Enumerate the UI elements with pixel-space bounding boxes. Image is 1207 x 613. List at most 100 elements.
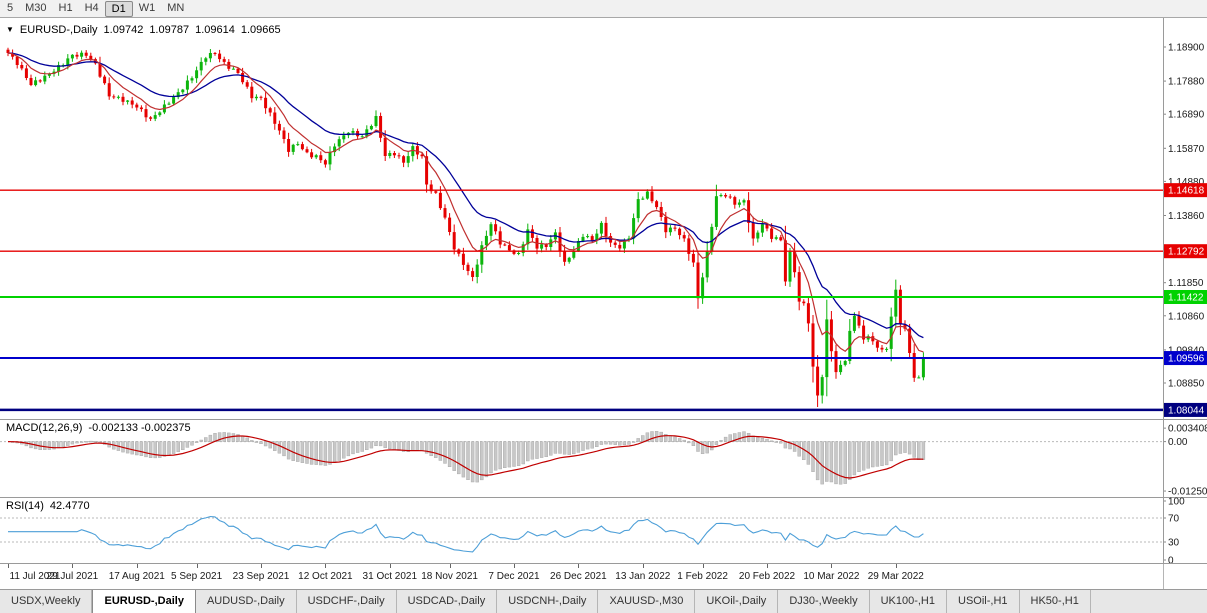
chart-tab-usoil-h1[interactable]: USOil-,H1 — [947, 590, 1020, 613]
ma-fast-line — [7, 52, 924, 353]
date-tick — [642, 564, 644, 568]
price-axis: 1.18900 1.17880 1.16890 1.15870 1.14880 1.138… — [1163, 42, 1205, 389]
date-label: 11 Jul 2021 — [9, 571, 61, 582]
macd-histogram — [10, 430, 926, 485]
date-tick — [136, 564, 138, 568]
date-tick — [702, 564, 704, 568]
chart-symbol-label: ▼ EURUSD-,Daily 1.09742 1.09787 1.09614 1.096… — [6, 24, 287, 36]
timeframe-toolbar: 5 M30 H1 H4 D1 W1 MN — [0, 0, 1207, 18]
candlestick-series — [6, 47, 925, 407]
macd-name: MACD(12,26,9) — [6, 422, 83, 434]
chart-tab-uk100-h1[interactable]: UK100-,H1 — [870, 590, 947, 613]
date-label: 17 Aug 2021 — [108, 571, 165, 582]
svg-text:70: 70 — [1168, 514, 1180, 525]
chart-menu-icon[interactable]: ▼ — [6, 25, 14, 34]
timeframe-button-5[interactable]: 5 — [7, 1, 14, 14]
date-label: 7 Dec 2021 — [488, 571, 540, 582]
svg-text:1.18900: 1.18900 — [1168, 42, 1205, 53]
rsi-value: 42.4770 — [49, 500, 90, 512]
date-tick — [196, 564, 198, 568]
timeframe-button-m30[interactable]: M30 — [25, 1, 47, 14]
svg-text:-0.012508: -0.012508 — [1168, 487, 1207, 497]
svg-text:0.00: 0.00 — [1168, 437, 1188, 448]
svg-text:1.08850: 1.08850 — [1168, 378, 1205, 389]
chart-tab-ukoil-daily[interactable]: UKOil-,Daily — [695, 590, 779, 613]
ohlc-low: 1.09614 — [195, 24, 235, 36]
ohlc-open: 1.09742 — [103, 24, 144, 36]
svg-text:100: 100 — [1168, 497, 1185, 508]
svg-text:1.16890: 1.16890 — [1168, 110, 1205, 121]
rsi-line — [8, 515, 924, 553]
timeframe-button-d1[interactable]: D1 — [104, 0, 133, 17]
chart-tab-audusd-daily[interactable]: AUDUSD-,Daily — [196, 590, 297, 613]
date-label: 31 Oct 2021 — [362, 571, 418, 582]
chart-tab-dj30-weekly[interactable]: DJ30-,Weekly — [778, 590, 870, 613]
macd-values: -0.002133 -0.002375 — [88, 422, 191, 434]
date-label: 29 Jul 2021 — [46, 571, 99, 582]
svg-text:1.09840: 1.09840 — [1168, 345, 1205, 356]
svg-text:1.17880: 1.17880 — [1168, 77, 1205, 88]
chart-tab-eurusd-daily[interactable]: EURUSD-,Daily — [92, 590, 196, 613]
date-tick — [389, 564, 391, 568]
svg-text:1.10860: 1.10860 — [1168, 311, 1205, 322]
rsi-label: RSI(14) 42.4770 — [6, 500, 96, 512]
date-tick — [578, 564, 580, 568]
chart-tab-xauusd-m30[interactable]: XAUUSD-,M30 — [598, 590, 696, 613]
price-tag — [1164, 351, 1207, 366]
timeframe-button-h4[interactable]: H4 — [84, 1, 99, 14]
date-label: 12 Oct 2021 — [298, 571, 353, 582]
date-label: 1 Feb 2022 — [677, 571, 728, 582]
macd-indicator-panel[interactable]: 0.003408 0.00 -0.012508 — [0, 419, 1207, 497]
date-tick — [72, 564, 74, 568]
macd-label: MACD(12,26,9) -0.002133 -0.002375 — [6, 422, 197, 434]
price-tag-label: 1.14618 — [1168, 186, 1205, 197]
timeframe-button-mn[interactable]: MN — [167, 1, 185, 14]
rsi-indicator-panel[interactable]: 100 70 30 0 — [0, 497, 1207, 563]
date-label: 10 Mar 2022 — [803, 571, 860, 582]
date-tick — [514, 564, 515, 568]
svg-text:30: 30 — [1168, 538, 1180, 549]
price-tag — [1164, 183, 1207, 198]
timeframe-button-w1[interactable]: W1 — [138, 1, 156, 14]
date-label: 18 Nov 2021 — [421, 571, 478, 582]
date-tick — [895, 564, 897, 568]
chart-tab-usdchf-daily[interactable]: USDCHF-,Daily — [297, 590, 397, 613]
ohlc-close: 1.09665 — [240, 24, 281, 36]
chart-tab-bar: USDX,Weekly EURUSD-,Daily AUDUSD-,Daily USD… — [0, 589, 1207, 613]
date-label: 29 Mar 2022 — [867, 571, 924, 582]
svg-text:1.11850: 1.11850 — [1168, 278, 1204, 289]
price-tag — [1164, 289, 1207, 304]
axis-divider — [1163, 564, 1164, 590]
date-label: 23 Sep 2021 — [232, 571, 290, 582]
date-label: 20 Feb 2022 — [738, 571, 796, 582]
svg-text:1.13860: 1.13860 — [1168, 211, 1205, 222]
ma-slow-line — [7, 52, 924, 339]
price-tag-label: 1.12792 — [1168, 247, 1205, 258]
timeframe-button-h1[interactable]: H1 — [58, 1, 73, 14]
date-label: 5 Sep 2021 — [171, 571, 223, 582]
price-tag-label: 1.09596 — [1168, 354, 1205, 365]
date-tick — [8, 564, 9, 568]
chart-tab-usdcad-daily[interactable]: USDCAD-,Daily — [397, 590, 498, 613]
main-price-chart[interactable]: 1.18900 1.17880 1.16890 1.15870 1.14880 1.138… — [0, 18, 1207, 419]
date-tick — [767, 564, 768, 568]
price-tag-label: 1.08044 — [1168, 405, 1205, 416]
date-axis[interactable]: 11 Jul 2021 29 Jul 2021 17 Aug 2021 5 Sep 2… — [0, 563, 1207, 590]
chart-tab-usdcnh-daily[interactable]: USDCNH-,Daily — [497, 590, 599, 613]
date-tick — [831, 564, 833, 568]
price-tag — [1164, 402, 1207, 417]
date-tick — [449, 564, 451, 568]
chart-tab-hk50-h1[interactable]: HK50-,H1 — [1020, 590, 1091, 613]
date-label: 13 Jan 2022 — [615, 571, 671, 582]
price-tag — [1164, 244, 1207, 259]
date-tick — [325, 564, 327, 568]
rsi-name: RSI(14) — [6, 500, 44, 512]
date-label: 26 Dec 2021 — [550, 571, 607, 582]
chart-tab-usdx-weekly[interactable]: USDX,Weekly — [0, 590, 93, 613]
svg-text:0.003408: 0.003408 — [1168, 424, 1207, 435]
macd-signal-line — [7, 435, 924, 479]
price-tag-label: 1.11422 — [1168, 292, 1204, 303]
svg-text:1.14880: 1.14880 — [1168, 177, 1205, 188]
svg-text:1.15870: 1.15870 — [1168, 144, 1205, 155]
